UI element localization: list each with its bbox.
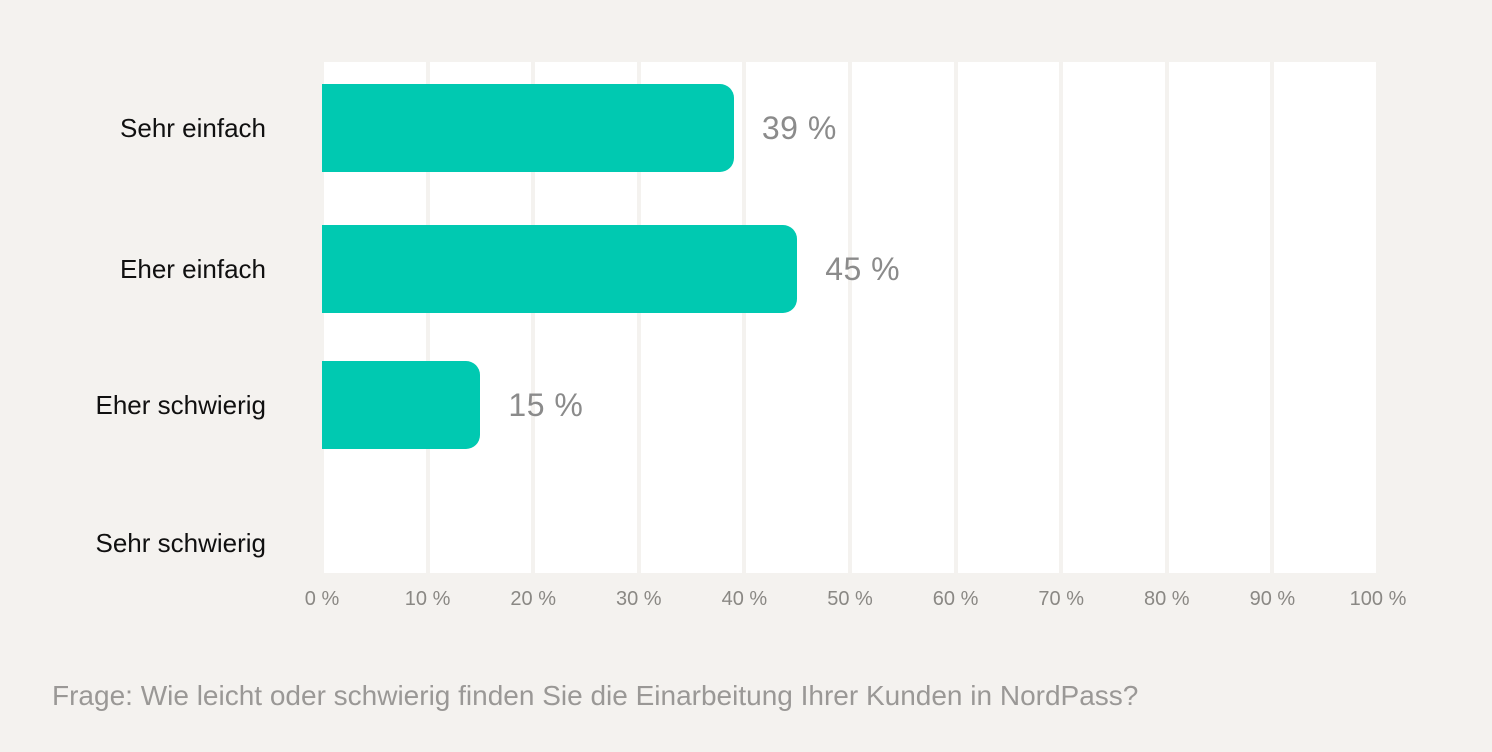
category-label: Sehr schwierig [95, 527, 266, 558]
gridline [636, 62, 641, 573]
x-axis-tick-label: 40 % [721, 588, 768, 610]
x-axis-tick-label: 20 % [510, 588, 556, 610]
x-axis-tick-label: 0 % [304, 588, 340, 610]
chart-caption: Frage: Wie leicht oder schwierig finden … [52, 680, 1139, 711]
x-axis-tick-label: 30 % [616, 588, 662, 610]
gridline [1376, 62, 1378, 573]
gridline [1270, 62, 1275, 573]
category-label: Sehr einfach [120, 112, 266, 143]
gridline [322, 62, 324, 573]
x-axis-tick-label: 10 % [404, 588, 451, 610]
gridline [425, 62, 430, 573]
bar [322, 225, 798, 313]
x-axis-tick-label: 60 % [932, 588, 979, 610]
gridline [531, 62, 536, 573]
gridline [1059, 62, 1064, 573]
chart-plot-area: 39 % 45 % 15 % [322, 62, 1378, 573]
x-axis-tick-label: 100 % [1349, 588, 1407, 610]
x-axis-tick-label: 70 % [1038, 588, 1084, 610]
gridline [1164, 62, 1169, 573]
category-label: Eher schwierig [95, 389, 266, 420]
gridline [742, 62, 747, 573]
category-label: Eher einfach [120, 253, 266, 284]
bar-value-label: 15 % [508, 386, 584, 423]
bar-value-label: 45 % [825, 250, 901, 287]
gridline [848, 62, 852, 573]
gridline [953, 62, 958, 573]
x-axis-tick-label: 90 % [1249, 588, 1296, 610]
bar-value-label: 39 % [761, 109, 837, 146]
bar [322, 84, 734, 172]
bar [322, 361, 481, 449]
x-axis-tick-label: 50 % [827, 588, 873, 610]
x-axis-tick-label: 80 % [1144, 588, 1190, 610]
